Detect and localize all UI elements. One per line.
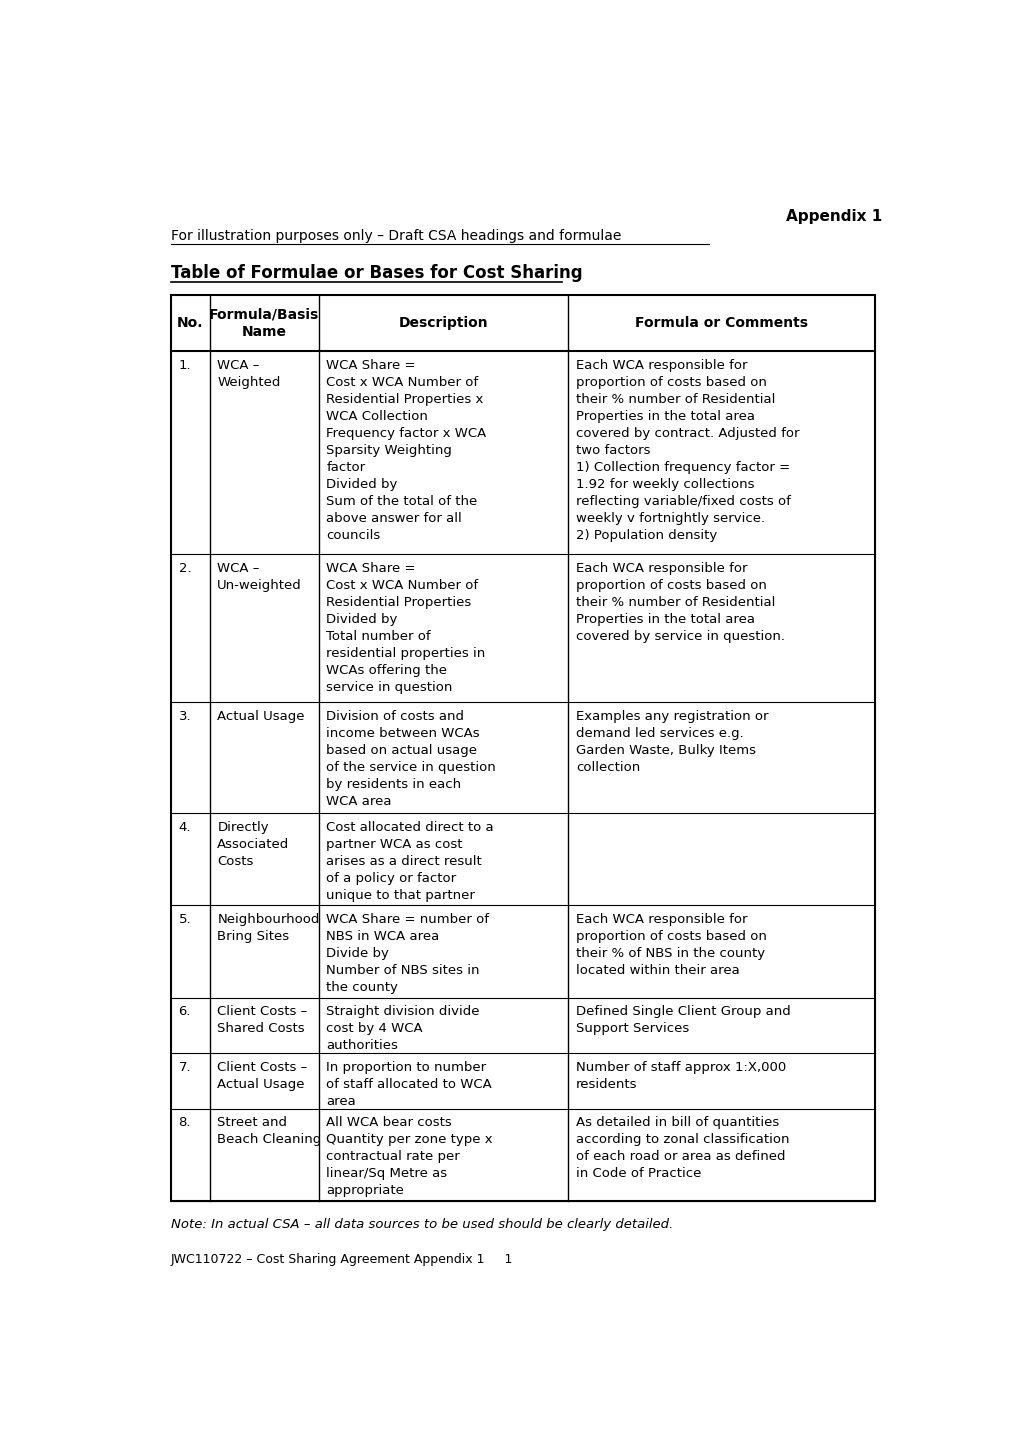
Text: 4.: 4. xyxy=(178,821,191,834)
Text: 7.: 7. xyxy=(178,1061,191,1074)
Text: Client Costs –
Shared Costs: Client Costs – Shared Costs xyxy=(217,1006,307,1036)
Text: WCA Share =
Cost x WCA Number of
Residential Properties
Divided by
Total number : WCA Share = Cost x WCA Number of Residen… xyxy=(326,561,485,694)
Text: Each WCA responsible for
proportion of costs based on
their % number of Resident: Each WCA responsible for proportion of c… xyxy=(576,561,785,644)
Text: Examples any registration or
demand led services e.g.
Garden Waste, Bulky Items
: Examples any registration or demand led … xyxy=(576,710,767,773)
Text: Formula or Comments: Formula or Comments xyxy=(635,316,807,330)
Text: Directly
Associated
Costs: Directly Associated Costs xyxy=(217,821,289,867)
Text: Each WCA responsible for
proportion of costs based on
their % number of Resident: Each WCA responsible for proportion of c… xyxy=(576,359,799,541)
Text: Note: In actual CSA – all data sources to be used should be clearly detailed.: Note: In actual CSA – all data sources t… xyxy=(171,1218,673,1231)
Text: Description: Description xyxy=(398,316,488,330)
Text: Straight division divide
cost by 4 WCA
authorities: Straight division divide cost by 4 WCA a… xyxy=(326,1006,479,1052)
Text: 3.: 3. xyxy=(178,710,191,723)
Text: Street and
Beach Cleaning: Street and Beach Cleaning xyxy=(217,1117,321,1146)
Text: As detailed in bill of quantities
according to zonal classification
of each road: As detailed in bill of quantities accord… xyxy=(576,1117,789,1180)
Text: WCA Share =
Cost x WCA Number of
Residential Properties x
WCA Collection
Frequen: WCA Share = Cost x WCA Number of Residen… xyxy=(326,359,486,541)
Text: Division of costs and
income between WCAs
based on actual usage
of the service i: Division of costs and income between WCA… xyxy=(326,710,495,808)
Text: In proportion to number
of staff allocated to WCA
area: In proportion to number of staff allocat… xyxy=(326,1061,491,1108)
Text: Cost allocated direct to a
partner WCA as cost
arises as a direct result
of a po: Cost allocated direct to a partner WCA a… xyxy=(326,821,493,902)
Text: For illustration purposes only – Draft CSA headings and formulae: For illustration purposes only – Draft C… xyxy=(171,228,621,242)
Text: Appendix 1: Appendix 1 xyxy=(786,209,881,224)
Text: 2.: 2. xyxy=(178,561,191,574)
Text: Defined Single Client Group and
Support Services: Defined Single Client Group and Support … xyxy=(576,1006,790,1036)
Text: Neighbourhood
Bring Sites: Neighbourhood Bring Sites xyxy=(217,913,319,944)
Text: Each WCA responsible for
proportion of costs based on
their % of NBS in the coun: Each WCA responsible for proportion of c… xyxy=(576,913,766,977)
Text: Table of Formulae or Bases for Cost Sharing: Table of Formulae or Bases for Cost Shar… xyxy=(171,264,582,283)
Bar xyxy=(171,296,873,1201)
Text: No.: No. xyxy=(177,316,204,330)
Text: 5.: 5. xyxy=(178,913,191,926)
Text: 6.: 6. xyxy=(178,1006,191,1019)
Text: Client Costs –
Actual Usage: Client Costs – Actual Usage xyxy=(217,1061,307,1091)
Text: Number of staff approx 1:X,000
residents: Number of staff approx 1:X,000 residents xyxy=(576,1061,786,1091)
Text: WCA Share = number of
NBS in WCA area
Divide by
Number of NBS sites in
the count: WCA Share = number of NBS in WCA area Di… xyxy=(326,913,489,994)
Text: WCA –
Un-weighted: WCA – Un-weighted xyxy=(217,561,302,592)
Text: 1.: 1. xyxy=(178,359,191,372)
Text: JWC110722 – Cost Sharing Agreement Appendix 1     1: JWC110722 – Cost Sharing Agreement Appen… xyxy=(171,1253,513,1266)
Text: All WCA bear costs
Quantity per zone type x
contractual rate per
linear/Sq Metre: All WCA bear costs Quantity per zone typ… xyxy=(326,1117,492,1198)
Text: WCA –
Weighted: WCA – Weighted xyxy=(217,359,280,388)
Text: Formula/Basis
Name: Formula/Basis Name xyxy=(209,307,319,339)
Text: Actual Usage: Actual Usage xyxy=(217,710,305,723)
Text: 8.: 8. xyxy=(178,1117,191,1130)
